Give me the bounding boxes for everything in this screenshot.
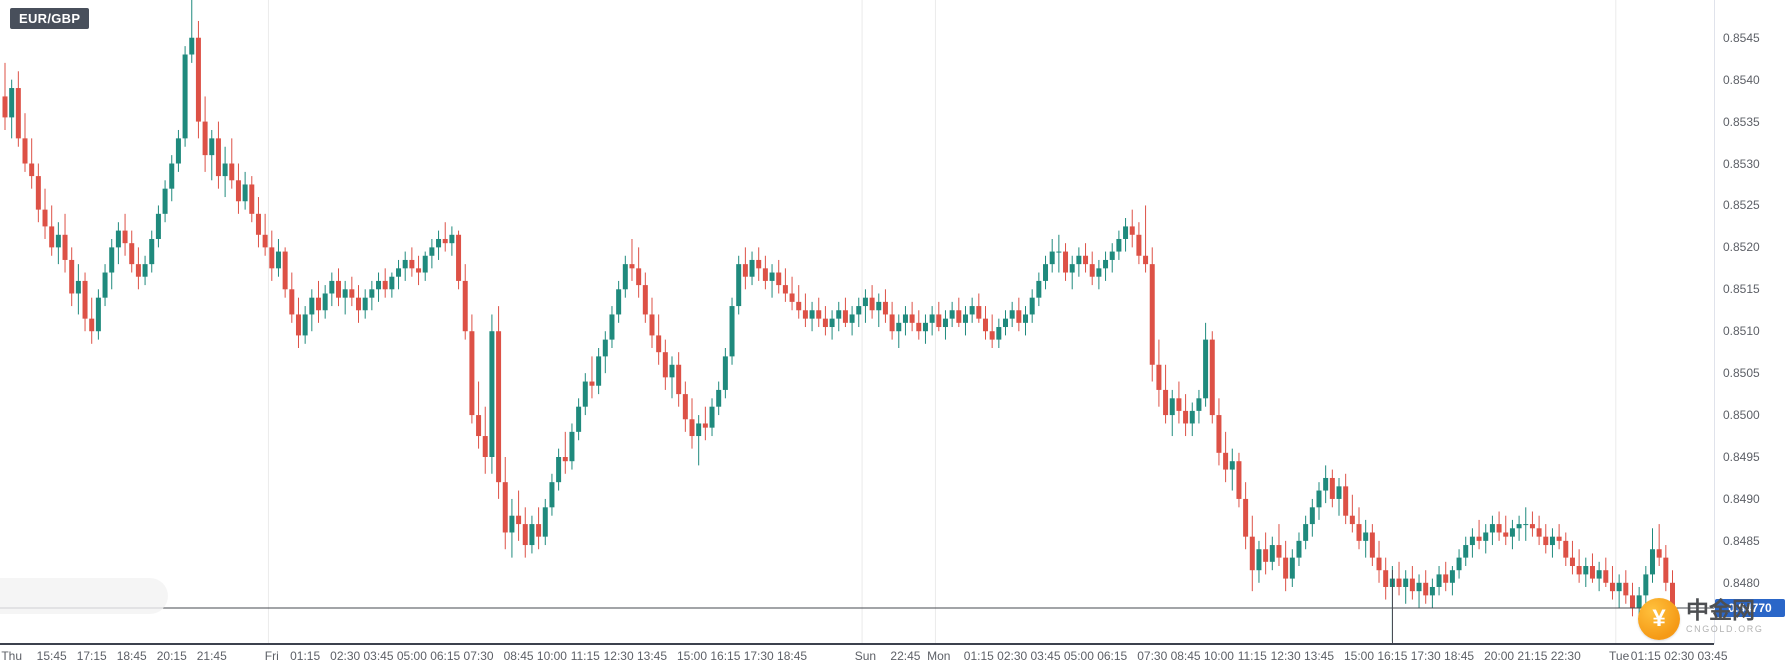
time-tick-day-label: Sun [854, 649, 877, 663]
time-tick-day-label: Thu [1, 649, 22, 663]
time-tick-label: 01:15 [963, 649, 994, 663]
time-tick-label: 01:15 [1630, 649, 1661, 663]
time-tick-label: 22:45 [890, 649, 921, 663]
time-tick-label: 13:45 [1303, 649, 1334, 663]
day-gridlines [267, 0, 1617, 644]
price-tick-label: 0.8540 [1723, 72, 1760, 87]
time-tick-label: 05:00 [396, 649, 427, 663]
vertical-marker-line [1392, 570, 1394, 661]
time-tick-label: 12:30 [603, 649, 634, 663]
time-tick-label: 15:45 [36, 649, 67, 663]
time-tick-label: 11:15 [570, 649, 600, 663]
price-axis[interactable]: 0.84770 0.8545 0.8540 0.8535 0.8530 0.8525 0.… [1714, 0, 1786, 644]
time-tick-label: 21:45 [196, 649, 227, 663]
price-tick-label: 0.8505 [1723, 366, 1760, 381]
symbol-badge: EUR/GBP [10, 8, 90, 29]
time-tick-day-label: Tue [1609, 649, 1630, 663]
time-tick-label: 02:30 [997, 649, 1028, 663]
time-tick-label: 01:15 [290, 649, 321, 663]
time-tick-label: 03:45 [363, 649, 394, 663]
price-tick-label: 0.8495 [1723, 450, 1760, 464]
watermark [0, 578, 168, 614]
time-tick-label: 21:15 [1517, 649, 1548, 663]
time-tick-label: 20:15 [156, 649, 187, 663]
time-tick-label: 15:00 [676, 649, 708, 663]
time-tick-label: 16:15 [1377, 649, 1408, 663]
time-tick-label: 10:00 [1203, 649, 1234, 663]
time-tick-label: 02:30 [330, 649, 361, 663]
price-tick-label: 0.8515 [1723, 282, 1760, 297]
time-tick-day-label: Mon [927, 649, 951, 663]
price-tick-label: 0.8485 [1723, 533, 1760, 548]
time-tick-label: 11:15 [1237, 649, 1267, 663]
cngold-logo-icon: ¥ [1638, 598, 1680, 640]
price-tick-label: 0.8490 [1723, 491, 1760, 506]
time-tick-label: 16:15 [710, 649, 741, 663]
price-tick-label: 0.8535 [1723, 114, 1760, 129]
candlestick-canvas [0, 0, 1714, 644]
time-tick-label: 06:15 [430, 649, 461, 663]
time-tick-label: 20:00 [1484, 649, 1515, 663]
time-tick-label: 07:30 [463, 649, 494, 663]
time-tick-label: 17:15 [76, 649, 107, 663]
price-tick-label: 0.8500 [1723, 408, 1760, 423]
price-tick-label: 0.8520 [1723, 240, 1760, 255]
plot-area[interactable]: EUR/GBP [0, 0, 1714, 644]
time-tick-label: 05:00 [1063, 649, 1094, 663]
time-axis-border [0, 643, 1714, 645]
price-tick-label: 0.8545 [1723, 30, 1760, 45]
time-tick-label: 08:45 [503, 649, 534, 663]
cngold-logo[interactable]: ¥ 中金网 CNGOLD.ORG [1638, 598, 1764, 640]
time-tick-label: 02:30 [1664, 649, 1695, 663]
cngold-logo-subtitle: CNGOLD.ORG [1686, 624, 1764, 634]
candles-layer [2, 0, 1675, 642]
time-tick-label: 08:45 [1170, 649, 1201, 663]
time-tick-label: 06:15 [1097, 649, 1128, 663]
price-tick-label: 0.8525 [1723, 198, 1760, 213]
time-tick-day-label: Fri [264, 649, 279, 663]
price-tick-label: 0.8480 [1723, 575, 1760, 590]
time-tick-label: 10:00 [536, 649, 567, 663]
time-tick-label: 22:30 [1550, 649, 1581, 663]
price-tick-label: 0.8510 [1723, 324, 1760, 339]
price-tick-label: 0.8530 [1723, 156, 1760, 171]
time-tick-label: 07:30 [1137, 649, 1168, 663]
time-tick-label: 12:30 [1270, 649, 1301, 663]
time-tick-label: 18:45 [777, 649, 808, 663]
cngold-logo-name: 中金网 [1686, 597, 1755, 623]
time-tick-label: 17:30 [1410, 649, 1441, 663]
current-price-badge: 0.84770 [1715, 598, 1785, 617]
time-tick-label: 18:45 [116, 649, 147, 663]
time-tick-label: 03:45 [1697, 649, 1728, 663]
time-tick-label: 17:30 [743, 649, 774, 663]
time-tick-label: 13:45 [636, 649, 667, 663]
time-tick-label: 03:45 [1030, 649, 1061, 663]
time-axis[interactable]: Thu 15:45 17:15 18:45 20:15 21:45 Fri 01:15 02:3… [0, 645, 1786, 667]
time-tick-label: 15:00 [1343, 649, 1375, 663]
time-tick-label: 18:45 [1444, 649, 1475, 663]
